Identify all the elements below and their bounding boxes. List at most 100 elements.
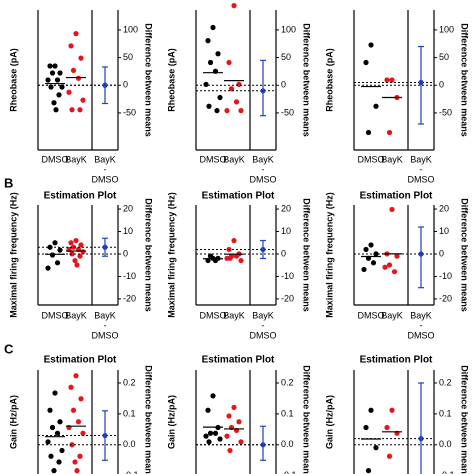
y2-tick-label: 100 (123, 24, 138, 34)
difference-label: DMSO (250, 174, 277, 184)
data-point (363, 246, 369, 253)
y2-tick-label: -0.1 (281, 470, 297, 474)
data-point (217, 436, 223, 442)
data-point (77, 453, 83, 459)
x-tick-label: BayK (381, 310, 403, 320)
data-point (207, 253, 214, 259)
y2-tick-label: -50 (123, 107, 136, 117)
data-point (80, 249, 86, 255)
y2-tick-label: 20 (439, 203, 449, 213)
y2-tick-label: 0 (281, 248, 286, 258)
x-tick-label: BayK (65, 310, 87, 320)
data-point (54, 77, 61, 83)
data-point (203, 433, 209, 439)
data-point (365, 129, 372, 136)
y2-tick-label: 50 (123, 52, 133, 62)
data-point (363, 424, 369, 431)
difference-label: BayK (252, 310, 274, 320)
difference-label: BayK (94, 310, 116, 320)
y2-tick-label: -20 (439, 293, 452, 303)
y-axis-label: Rheobase (pA) (324, 48, 334, 112)
y2-tick-label: 20 (123, 203, 133, 213)
data-point (45, 77, 51, 83)
data-point (389, 407, 395, 413)
y2-axis-label: Difference between means (460, 365, 470, 474)
data-point (68, 384, 74, 390)
y2-axis-label: Difference between means (144, 198, 154, 312)
y2-tick-label: 0.0 (123, 439, 136, 449)
data-point (212, 430, 219, 436)
difference-label: - (420, 320, 423, 330)
difference-point (260, 88, 266, 94)
difference-point (102, 432, 108, 439)
data-point (45, 265, 51, 271)
x-tick-label: DMSO (42, 154, 69, 164)
data-point (370, 260, 377, 266)
x-tick-label: DMSO (358, 310, 385, 320)
y2-tick-label: 0.2 (123, 377, 136, 387)
x-tick-label: DMSO (200, 310, 227, 320)
data-point (56, 459, 62, 465)
difference-label: - (420, 164, 423, 174)
data-point (78, 55, 84, 61)
data-point (49, 252, 56, 258)
data-point (70, 67, 77, 73)
x-tick-label: BayK (223, 154, 245, 164)
y2-tick-label: 50 (439, 52, 449, 62)
y2-tick-label: -0.1 (439, 470, 455, 474)
y-axis-label: Gain (Hz/pA) (8, 395, 18, 449)
difference-label: DMSO (92, 174, 119, 184)
data-point (224, 433, 230, 439)
data-point (226, 413, 232, 419)
chart-title: Estimation Plot (360, 355, 433, 366)
chart-title: Estimation Plot (44, 355, 117, 366)
data-point (368, 242, 374, 248)
y2-tick-label: -50 (281, 107, 294, 117)
data-point (80, 430, 86, 436)
y2-tick-label: 0 (123, 80, 128, 90)
data-point (73, 373, 79, 379)
data-point (69, 107, 75, 113)
y2-tick-label: 100 (281, 24, 296, 34)
data-point (231, 237, 237, 244)
data-point (57, 70, 63, 76)
difference-label: - (104, 320, 107, 330)
data-point (70, 407, 77, 413)
data-point (73, 31, 79, 37)
x-tick-label: DMSO (42, 310, 69, 320)
data-point (205, 407, 211, 413)
difference-point (102, 82, 108, 88)
y2-axis-label: Difference between means (460, 23, 470, 137)
y2-axis-label: Difference between means (302, 23, 312, 137)
y2-tick-label: -20 (123, 293, 136, 303)
data-point (52, 240, 58, 246)
data-point (386, 262, 393, 268)
y2-tick-label: 0.0 (281, 439, 294, 449)
data-point (215, 51, 221, 57)
data-point (52, 390, 58, 396)
y2-tick-label: 50 (281, 52, 291, 62)
data-point (391, 269, 398, 275)
data-point (233, 253, 240, 259)
y2-axis-label: Difference between means (460, 198, 470, 312)
y2-tick-label: 0 (439, 80, 444, 90)
y-axis-label: Maximal firing frequency (Hz) (324, 192, 334, 318)
y-axis-label: Rheobase (pA) (166, 48, 176, 112)
data-point (207, 430, 214, 436)
difference-label: - (262, 320, 265, 330)
data-point (73, 237, 79, 244)
y2-tick-label: 0.1 (281, 408, 294, 418)
x-tick-label: BayK (65, 154, 87, 164)
data-point (224, 108, 230, 114)
y-axis-label: Maximal firing frequency (Hz) (8, 192, 18, 318)
data-point (203, 81, 209, 87)
y2-tick-label: 0 (439, 248, 444, 258)
y-axis-label: Gain (Hz/pA) (166, 395, 176, 449)
data-point (78, 396, 84, 402)
y2-axis-label: Difference between means (144, 365, 154, 474)
y2-tick-label: 0 (281, 80, 286, 90)
y2-tick-label: -10 (439, 271, 452, 281)
x-tick-label: DMSO (200, 154, 227, 164)
data-point (394, 253, 400, 259)
y2-tick-label: 0.2 (439, 377, 452, 387)
